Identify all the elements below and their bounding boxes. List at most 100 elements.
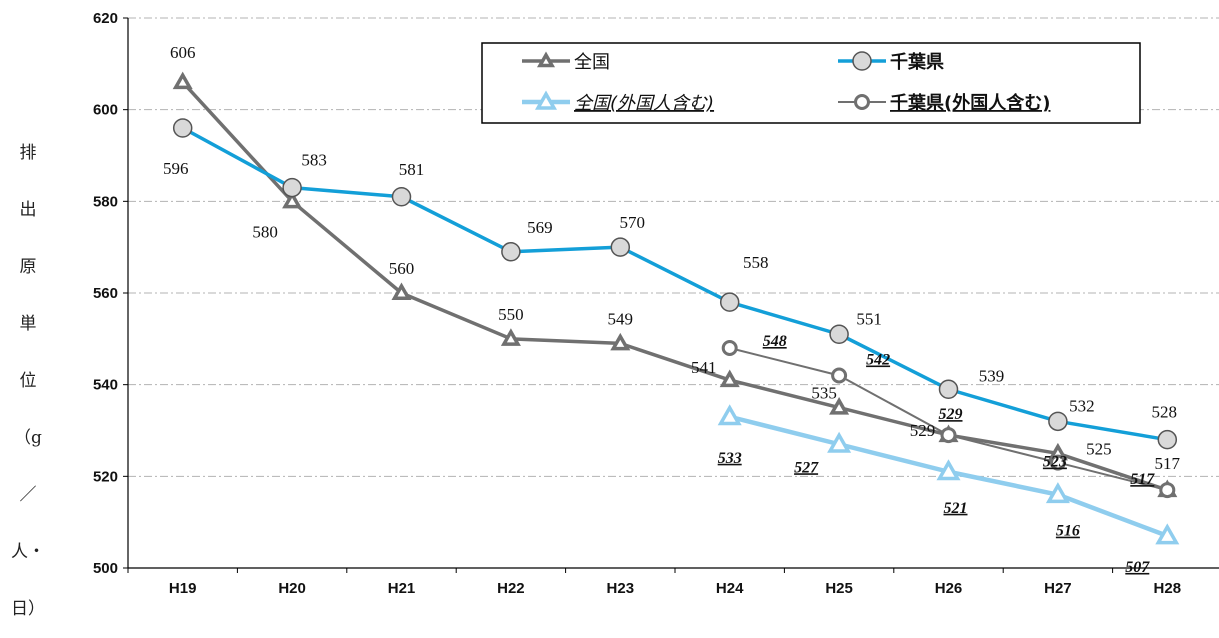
data-label: 527 [794,459,819,476]
data-label: 548 [763,333,787,350]
data-label: 569 [527,218,553,237]
series-line [181,80,1168,492]
x-tick-label: H25 [825,580,853,597]
y-tick-label: 600 [93,102,118,119]
y-title-char: 単 [19,314,37,334]
marker-triangle [829,397,850,415]
marker-triangle [1155,523,1180,545]
y-title-char: （g [14,428,42,448]
marker-circle [938,379,959,399]
data-label: 532 [1069,396,1095,415]
legend-item: 千葉県(外国人含む) [838,92,1050,114]
series-1 [172,118,1178,450]
marker-triangle [610,332,631,351]
marker-circle-open [1159,482,1176,499]
marker-circle [610,237,631,257]
marker-triangle [717,404,742,426]
data-label: 549 [608,309,634,328]
data-label: 570 [620,213,646,232]
y-title-char: 位 [19,371,37,391]
marker-circle [501,242,521,262]
marker-circle [829,324,849,344]
legend-label: 全国 [574,52,610,73]
y-axis-title: 排 出 原 単 位 （g ／ 人・ 日） [8,125,48,638]
y-title-char: 出 [19,200,37,220]
x-tick-label: H22 [497,580,525,597]
y-tick-label: 580 [93,193,118,210]
data-label: 550 [498,305,524,324]
x-tick-label: H28 [1154,580,1182,597]
x-tick-label: H19 [169,580,197,597]
marker-circle [282,177,302,198]
data-label: 581 [399,160,425,179]
data-label: 529 [939,406,963,423]
y-tick-label: 520 [93,468,118,485]
marker-triangle [827,431,852,453]
y-tick-label: 540 [93,377,118,394]
y-tick-label: 500 [93,560,118,577]
data-label: 539 [979,366,1005,385]
legend-item: 全国 [522,51,610,73]
data-label: 507 [1125,559,1150,576]
marker-triangle [536,51,556,68]
legend-label: 千葉県 [890,52,944,73]
legend-item: 全国(外国人含む) [522,90,714,114]
marker-circle [719,292,740,312]
x-tick-label: H23 [607,580,635,597]
marker-triangle [936,459,961,481]
marker-circle [1048,411,1068,432]
legend-item: 千葉県 [838,51,944,73]
x-tick-label: H20 [278,580,306,597]
series-3 [721,340,1176,499]
x-tick-label: H26 [935,580,963,597]
marker-triangle [391,282,412,300]
data-label: 533 [718,450,742,467]
y-tick-label: 560 [93,285,118,302]
series-2 [717,404,1180,545]
marker-circle-open [831,367,848,384]
marker-triangle [282,190,303,209]
marker-circle [1157,429,1178,450]
data-label: 596 [163,159,189,178]
series-line [181,126,1168,442]
marker-circle-open [721,340,738,356]
data-label: 558 [743,253,769,272]
data-label: 523 [1043,454,1067,471]
line-chart: 500 520 540 560 580 600 620 H19 H20 H21 H22 H23 H24 H… [93,10,1219,597]
data-label: 580 [252,222,278,241]
y-title-char: 日） [11,599,45,619]
marker-triangle [500,328,521,346]
legend-label: 全国(外国人含む) [574,93,714,114]
data-label: 516 [1056,523,1080,540]
y-title-char: ／ [19,485,37,505]
marker-circle-open [854,94,870,110]
marker-circle [172,118,193,138]
data-label: 583 [301,151,327,170]
data-label: 525 [1086,439,1112,458]
data-label: 535 [811,384,837,403]
x-tick-label: H24 [716,580,744,597]
marker-circle-open [1049,454,1066,471]
data-label: 542 [866,352,890,369]
marker-circle-open [940,427,957,444]
data-label: 529 [910,421,936,440]
marker-triangle [719,369,740,388]
y-title-char: 人・ [11,542,45,562]
data-label: 606 [170,43,196,62]
marker-circle [391,187,412,207]
x-tick-label: H27 [1044,580,1072,597]
data-label: 517 [1155,454,1181,473]
marker-triangle [172,71,193,90]
marker-circle [852,51,872,71]
y-title-char: 原 [19,257,37,277]
y-tick-label: 620 [93,10,118,27]
data-label: 541 [691,358,717,377]
data-label: 560 [389,259,415,278]
data-label: 521 [944,500,968,517]
data-label: 551 [856,309,882,328]
y-title-char: 排 [19,143,37,163]
series-0 [172,71,1178,498]
marker-triangle [1045,482,1070,504]
legend-label: 千葉県(外国人含む) [890,92,1050,114]
